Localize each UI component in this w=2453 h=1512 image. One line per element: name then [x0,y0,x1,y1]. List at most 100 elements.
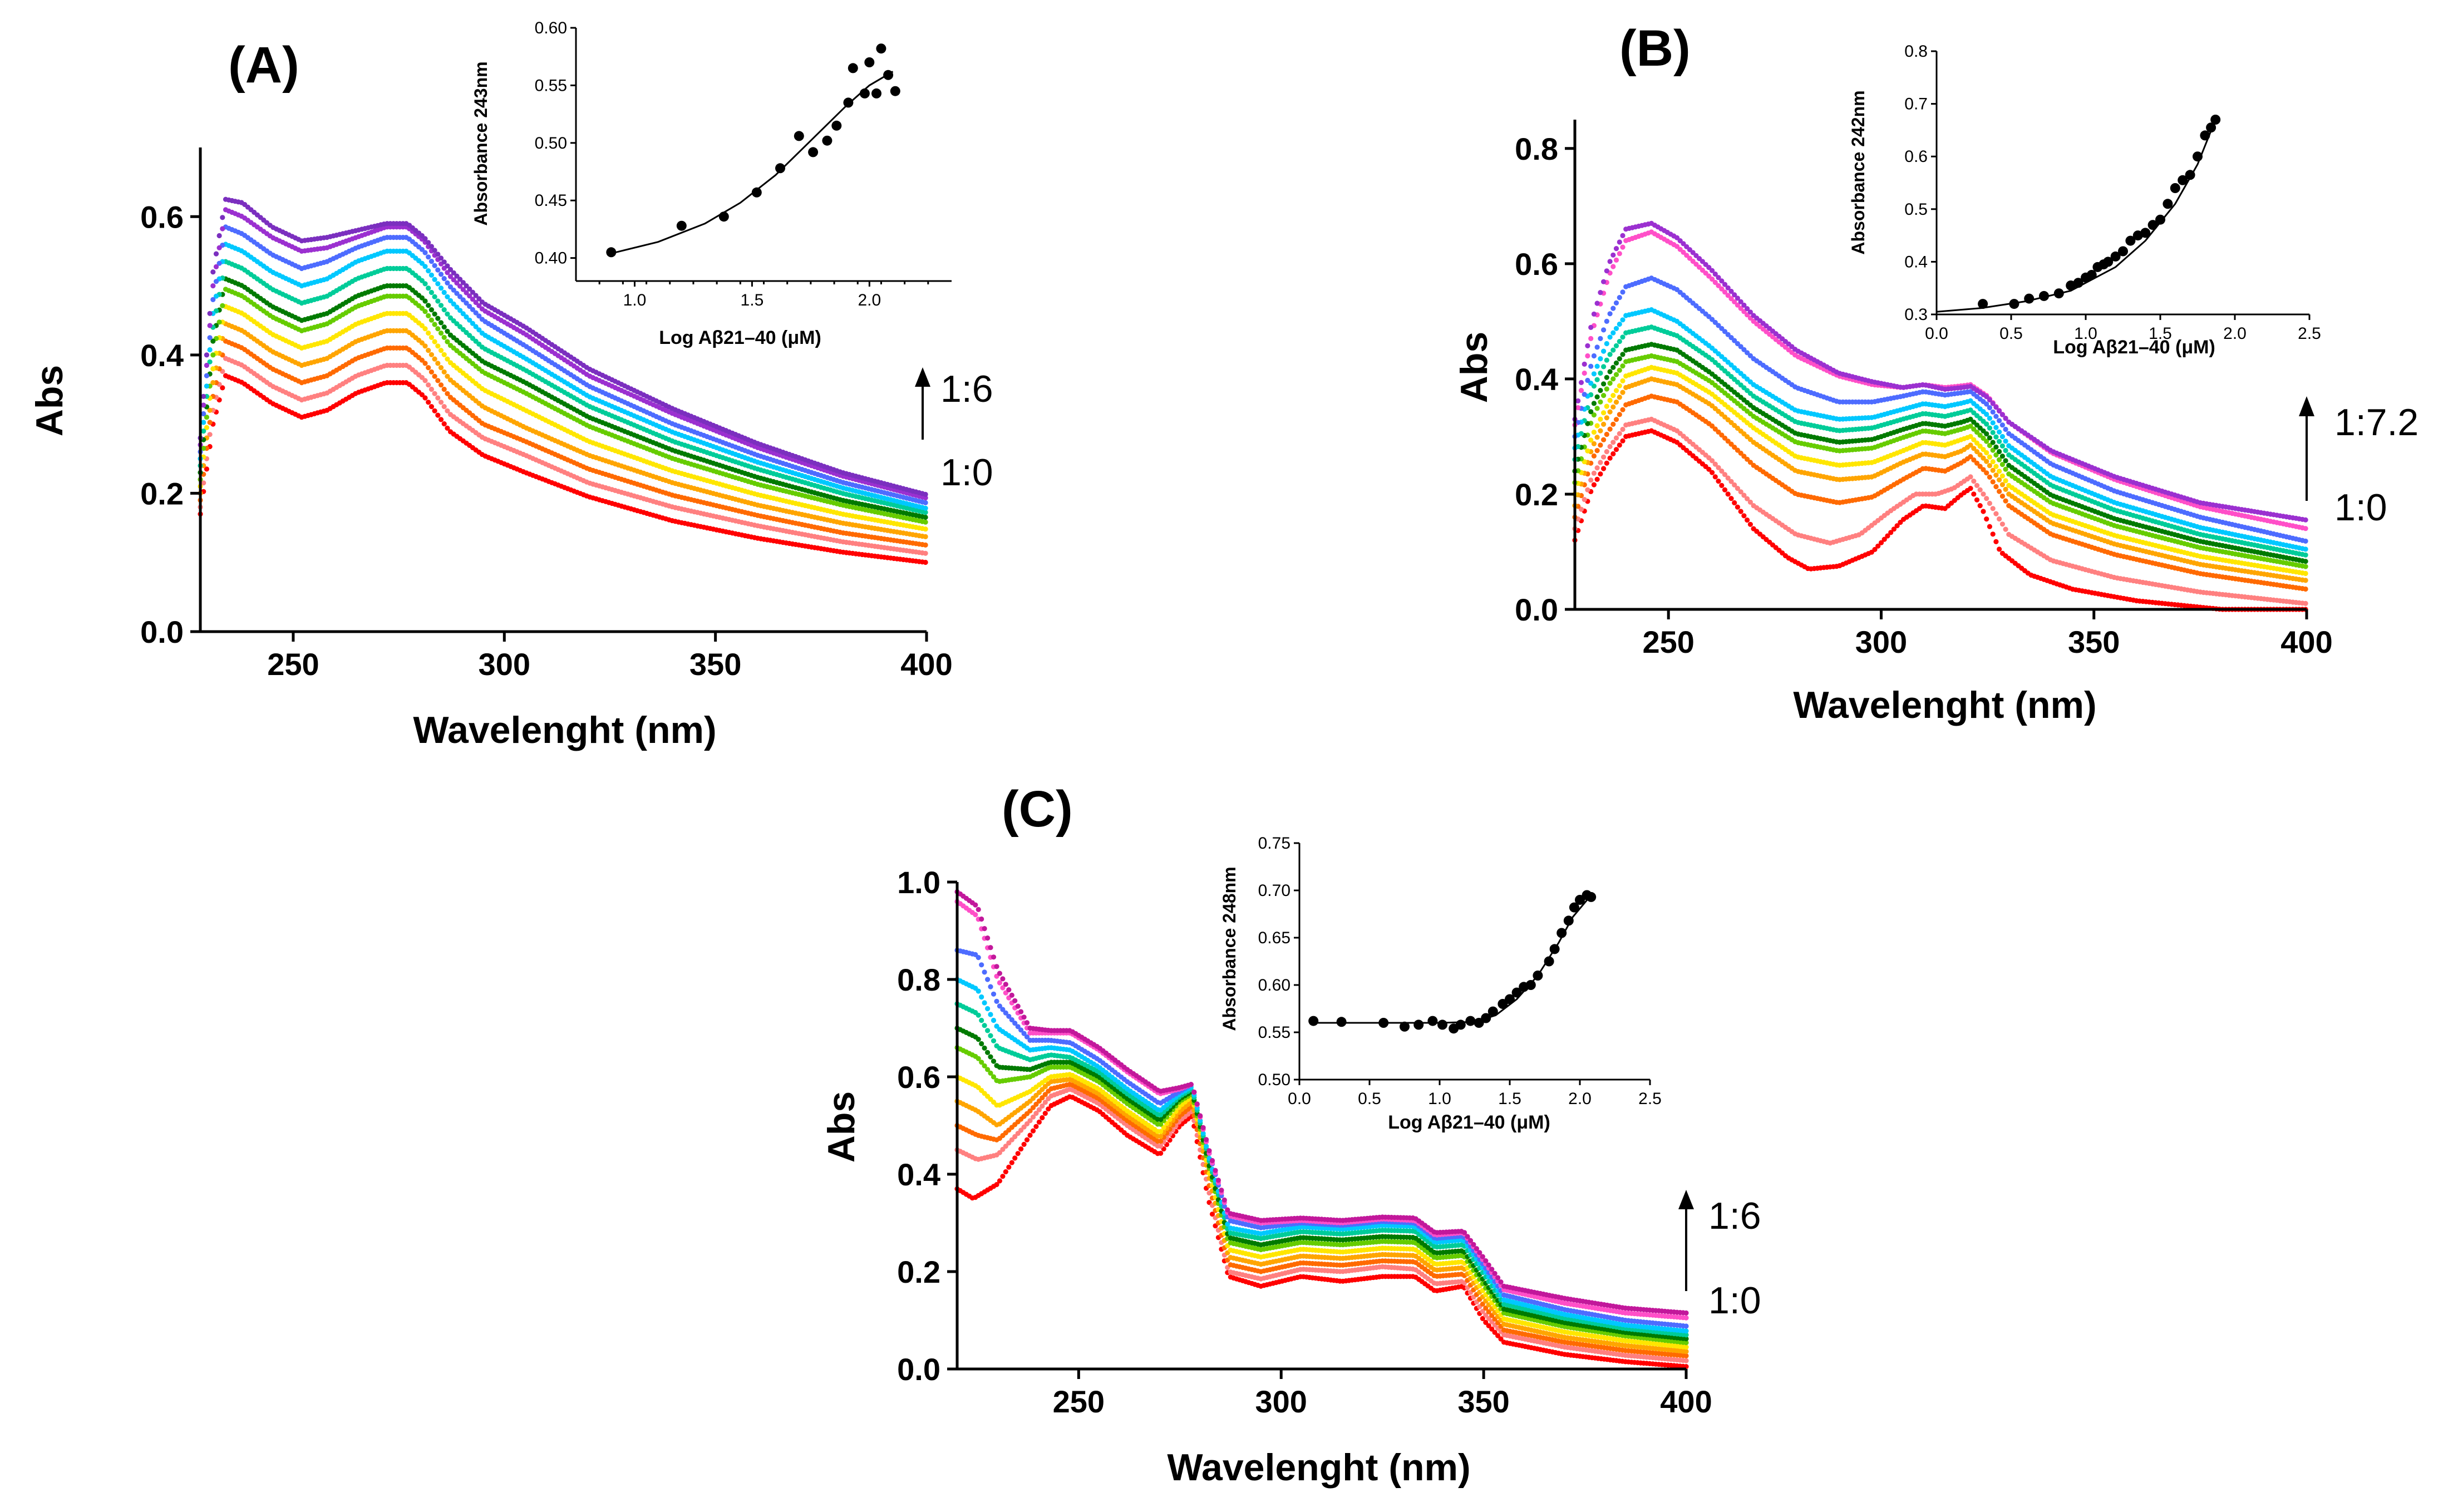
data-point [2003,447,2008,454]
data-point [445,373,450,379]
data-point [1990,440,1996,445]
data-point [1993,464,1999,469]
data-point [1607,409,1613,415]
data-point [1997,439,2002,444]
data-point [426,330,431,336]
data-point [435,281,441,287]
data-point [923,526,928,532]
data-point [441,276,447,282]
data-point [1712,474,1718,480]
data-point [1610,330,1616,336]
data-point [1617,383,1622,388]
data-point [1613,400,1619,405]
inset-data-point [871,88,881,98]
data-point [204,352,209,358]
data-point [435,298,441,304]
data-point [457,308,463,313]
data-point [428,369,435,375]
data-point [435,316,441,321]
data-point [426,382,431,388]
data-point [210,352,216,358]
data-point [1607,311,1613,317]
data-point [1990,430,1996,435]
data-point [2303,570,2308,577]
data-point [441,307,447,313]
data-point [1993,425,1999,430]
data-point [1610,365,1616,370]
x-tick-label: 400 [900,647,952,682]
data-point [1620,352,1626,357]
data-point [1997,516,2002,522]
data-point [432,391,437,396]
data-point [1981,491,1986,497]
inset-data-point [883,70,894,80]
panel-a-series-10 [198,224,928,506]
data-point [1984,411,1989,417]
data-point [438,285,444,291]
data-point [426,268,431,274]
data-point [438,303,444,308]
data-point [1607,352,1613,357]
data-point [1620,426,1626,432]
data-point [1604,403,1609,409]
data-point [1604,386,1609,392]
data-point [451,287,456,293]
data-point [1610,421,1616,427]
data-point [1617,431,1622,436]
data-point [470,307,476,312]
data-point [441,404,447,410]
data-point [1594,377,1600,382]
data-point [2003,498,2008,504]
data-point [445,425,450,431]
panel-a-series-4 [198,321,928,540]
data-point [438,417,444,422]
data-point [1591,482,1597,487]
data-point [1598,460,1603,465]
data-point [1613,360,1619,366]
data-point [460,297,466,303]
data-point [1971,479,1977,484]
data-point [1999,434,2005,440]
inset-data-point [864,57,875,67]
panel-a-series-7 [198,276,928,520]
data-point [1604,449,1609,455]
data-point [2003,439,2008,444]
data-point [1594,448,1600,454]
data-point [923,542,928,548]
data-point [1741,513,1747,519]
inset-y-tick-label: 0.45 [535,191,567,210]
data-point [1987,425,1992,431]
data-point [419,247,425,252]
data-point [422,326,428,332]
data-point [422,309,428,314]
data-point [1617,412,1622,417]
data-point [1588,437,1594,443]
inset-y-tick-label: 0.60 [535,19,567,37]
data-point [1987,416,1992,421]
data-point [207,347,213,353]
data-point [1999,443,2005,449]
data-point [1601,364,1607,370]
inset-data-point [859,88,870,98]
data-point [451,277,456,283]
y-tick-label: 0.4 [140,338,184,373]
data-point [1710,470,1715,475]
data-point [470,321,476,326]
data-point [1604,431,1609,437]
data-point [2303,600,2308,606]
data-point [1598,370,1603,376]
data-point [1984,470,1989,476]
data-point [1747,521,1753,527]
inset-data-point [831,120,842,131]
data-point [432,311,437,317]
data-point [1620,334,1626,340]
inset-data-point [822,135,833,146]
panel-b-xlabel: Wavelenght (nm) [1793,684,2096,726]
data-point [1617,367,1622,373]
data-point [201,446,206,451]
data-point [457,283,463,289]
data-point [467,317,472,323]
data-point [441,369,447,375]
data-point [1598,442,1603,448]
